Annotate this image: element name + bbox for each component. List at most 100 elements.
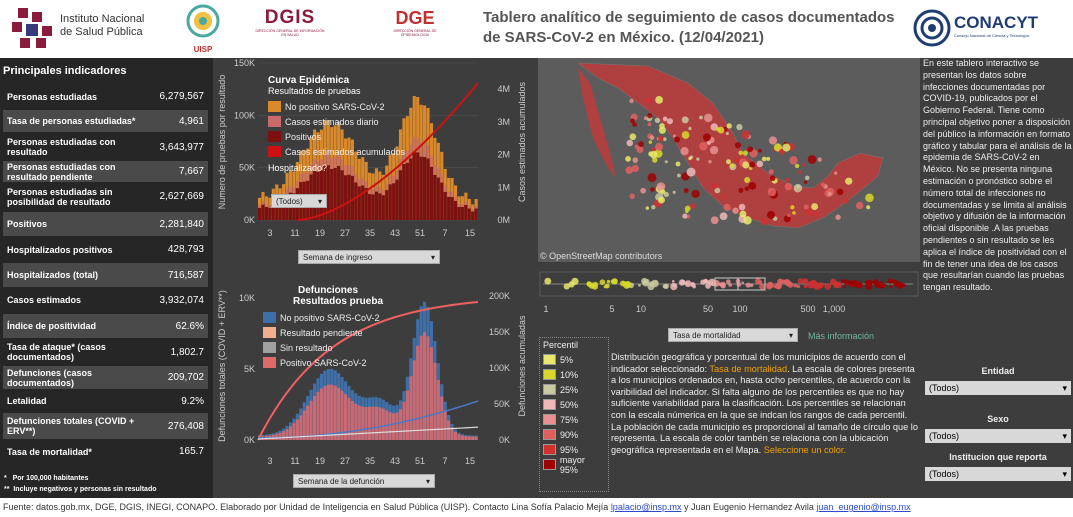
- entidad-filter[interactable]: (Todos) ▾: [925, 381, 1071, 395]
- municipio-marker: [766, 210, 776, 219]
- municipio-marker: [664, 160, 668, 164]
- percentile-item[interactable]: 95%: [543, 442, 605, 457]
- bar-positivo: [371, 406, 375, 440]
- municipio-marker: [632, 122, 637, 127]
- municipio-marker: [660, 189, 666, 195]
- deaths-legend-item[interactable]: No positivo SARS-CoV-2: [263, 310, 383, 325]
- desc-highlight-select[interactable]: Seleccione un color.: [763, 444, 846, 455]
- legend-label: No positivo SARS-CoV-2: [285, 101, 385, 112]
- insp-logo: [10, 6, 56, 50]
- municipio-marker: [734, 157, 741, 163]
- bar-estimados-diario: [292, 187, 296, 194]
- municipio-marker: [645, 97, 652, 104]
- deaths-legend-item[interactable]: Resultado pendiente: [263, 325, 383, 340]
- footer-email-link-2[interactable]: juan_eugenio@insp.mx: [816, 502, 911, 512]
- municipio-dot: [749, 283, 754, 288]
- bar-positivo: [392, 413, 396, 440]
- kpi-value: 62.6%: [175, 320, 204, 332]
- bar-positivos: [423, 156, 427, 220]
- bar-positivos: [433, 174, 437, 220]
- bar-positivos: [354, 182, 358, 220]
- insp-logo-icon: [12, 8, 52, 48]
- epi-legend-item[interactable]: No positivo SARS-CoV-2: [268, 99, 405, 114]
- municipio-marker: [686, 167, 696, 177]
- municipio-marker: [734, 142, 742, 149]
- municipio-dot: [843, 279, 850, 286]
- bar-estimados-diario: [264, 204, 269, 208]
- municipio-marker: [767, 187, 777, 197]
- municipio-marker: [717, 126, 725, 134]
- line-sin-resultado-acumulado: [257, 426, 479, 440]
- deaths-legend-item[interactable]: Sin resultado: [263, 340, 383, 355]
- percentile-item[interactable]: 25%: [543, 382, 605, 397]
- municipio-marker: [663, 192, 669, 198]
- municipio-dot: [692, 285, 696, 289]
- bar-estimados-diario: [402, 151, 406, 165]
- municipio-marker: [804, 175, 810, 181]
- bar-estimados-diario: [340, 159, 344, 171]
- bar-estimados-diario: [261, 201, 265, 205]
- municipio-marker: [699, 115, 703, 120]
- kpi-row: Tasa de personas estudiadas* 4,961: [3, 110, 208, 132]
- bar-estimados-diario: [467, 205, 471, 209]
- x-tick: 51: [415, 456, 425, 466]
- x-tick: 27: [340, 456, 350, 466]
- municipio-marker: [672, 134, 677, 138]
- strip-tick: 10: [636, 304, 646, 314]
- municipio-dot: [898, 282, 904, 288]
- municipio-marker: [680, 147, 689, 156]
- municipio-marker: [817, 157, 822, 162]
- sexo-filter[interactable]: (Todos) ▾: [925, 429, 1071, 443]
- percentile-item[interactable]: mayor 95%: [543, 455, 605, 475]
- indicator-selector[interactable]: Tasa de mortalidad ▾: [668, 328, 798, 342]
- municipio-marker: [654, 117, 661, 124]
- percentile-item[interactable]: 50%: [543, 397, 605, 412]
- week-defuncion-selector[interactable]: Semana de la defunción ▾: [293, 474, 435, 488]
- municipio-dot: [843, 284, 847, 288]
- kpi-label: Personas estudiadas sin posibilidad de r…: [7, 186, 113, 207]
- percentile-strip[interactable]: 1 5 10 50 100 500 1,000 Tasa de mortalidad ▾ Má…: [538, 270, 920, 350]
- bar-estimados-diario: [423, 143, 427, 157]
- percentile-item[interactable]: 75%: [543, 412, 605, 427]
- strip-tick: 1: [543, 304, 548, 314]
- institucion-filter[interactable]: (Todos) ▾: [925, 467, 1071, 481]
- epi-legend-item[interactable]: Positivos: [268, 129, 405, 144]
- entidad-filter-label: Entidad: [981, 366, 1015, 376]
- bar-positivos: [374, 191, 379, 220]
- bar-positivo: [464, 436, 468, 440]
- municipio-marker: [708, 160, 712, 164]
- week-ingreso-selector[interactable]: Semana de ingreso ▾: [298, 250, 440, 264]
- deaths-chart[interactable]: 10K 5K 0K 200K 150K 100K 50K 0K 3 11 19 27 35 43 51 7 15…: [213, 280, 535, 498]
- percentile-item[interactable]: 90%: [543, 427, 605, 442]
- bar-positivos: [378, 193, 382, 220]
- deaths-legend-item[interactable]: Positivo SARS-CoV-2: [263, 355, 383, 370]
- more-info-link[interactable]: Más información: [808, 331, 875, 341]
- municipio-dot: [830, 281, 834, 285]
- municipio-dot: [638, 284, 641, 287]
- municipio-marker: [640, 187, 647, 194]
- kpi-row: Positivos 2,281,840: [3, 212, 208, 236]
- municipio-marker: [866, 205, 871, 210]
- mexico-map[interactable]: © OpenStreetMap contributors: [538, 58, 920, 262]
- bar-positivos: [337, 165, 341, 220]
- desc-highlight-indicator[interactable]: Tasa de mortalidad: [709, 363, 788, 374]
- footer-email-link-1[interactable]: lpalacio@insp.mx: [610, 502, 682, 512]
- bar-positivo: [299, 415, 303, 440]
- legend-label: Resultado pendiente: [280, 327, 363, 338]
- bar-positivos: [258, 207, 262, 220]
- epi-legend-item[interactable]: Casos estimados acumulados: [268, 144, 405, 159]
- bar-positivo: [429, 347, 434, 440]
- epi-curve-chart[interactable]: 150K 100K 50K 0K 4M 3M 2M 1M 0M 3 11 19 27 35 43 51 7 15 N…: [213, 58, 535, 270]
- footer-text: Fuente: datos.gob.mx, DGE, DGIS, INEGI, …: [3, 502, 611, 512]
- municipio-marker: [845, 177, 853, 185]
- municipio-marker: [742, 161, 750, 169]
- bar-positivos: [264, 207, 269, 220]
- percentile-item[interactable]: 10%: [543, 367, 605, 382]
- municipio-marker: [658, 126, 666, 134]
- epi-legend-item[interactable]: Casos estimados diario: [268, 114, 405, 129]
- percentile-item[interactable]: 5%: [543, 352, 605, 367]
- x-tick: 3: [267, 228, 272, 238]
- bar-positivo: [453, 431, 458, 440]
- hosp-filter-dropdown[interactable]: (Todos) ▾: [271, 194, 327, 208]
- dge-subtitle: DIRECCIÓN GENERAL DE EPIDEMIOLOGÍA: [393, 29, 437, 37]
